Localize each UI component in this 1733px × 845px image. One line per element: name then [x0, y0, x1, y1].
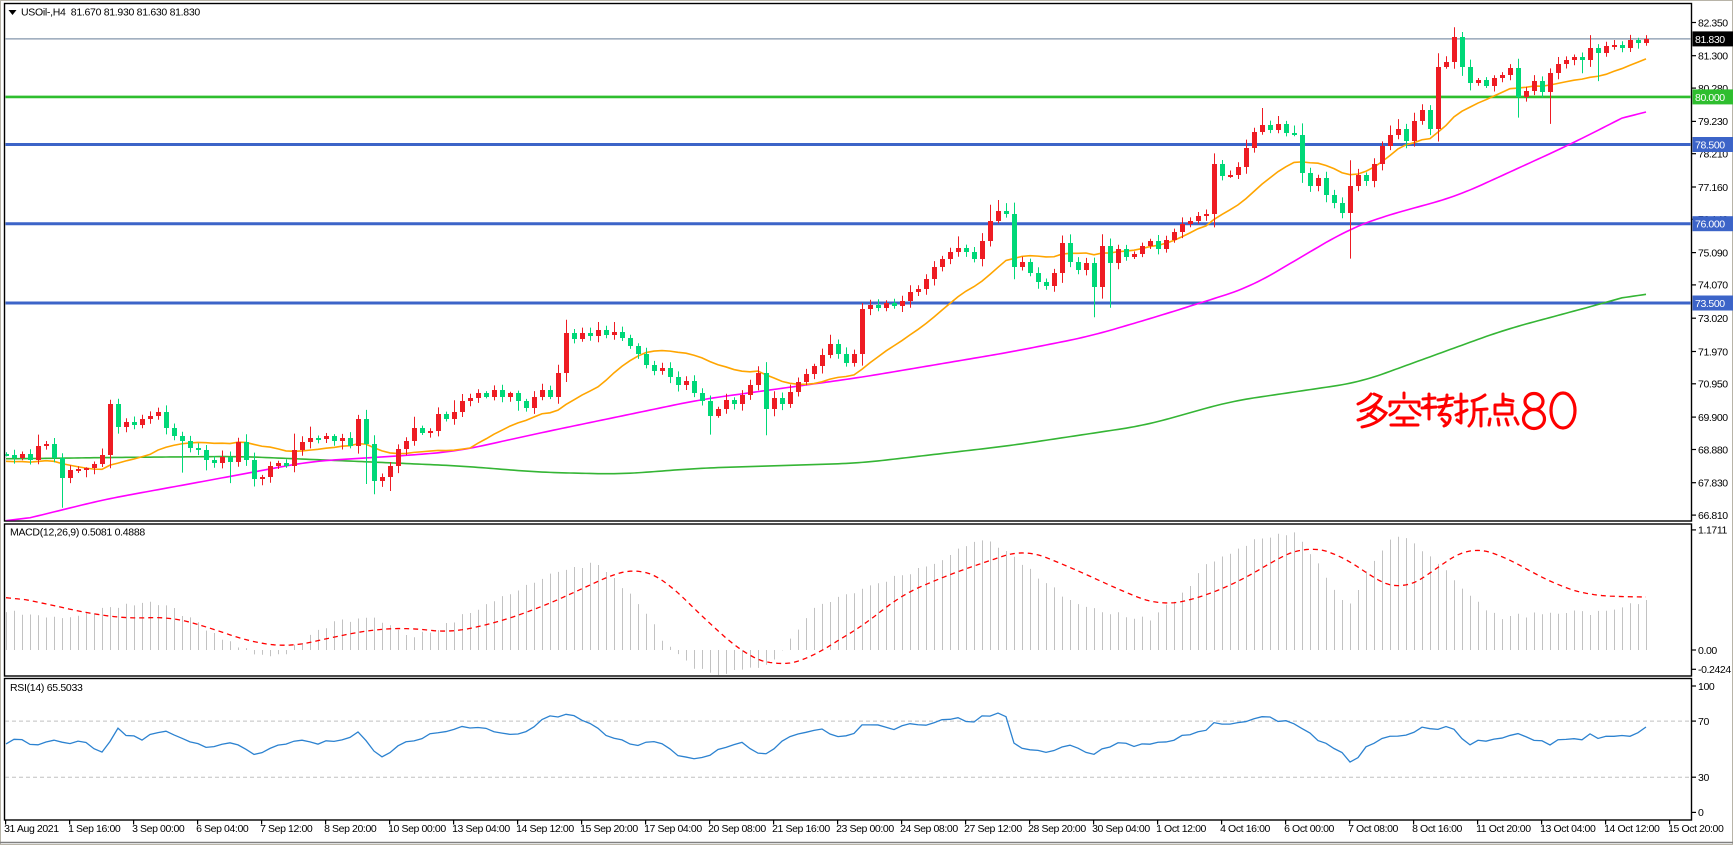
svg-text:80.000: 80.000 [1695, 92, 1725, 104]
svg-text:30 Sep 04:00: 30 Sep 04:00 [1092, 823, 1150, 835]
svg-text:MACD(12,26,9) 0.5081 0.4888: MACD(12,26,9) 0.5081 0.4888 [10, 527, 145, 539]
svg-text:67.830: 67.830 [1698, 478, 1728, 490]
svg-text:79.230: 79.230 [1698, 116, 1728, 128]
svg-text:17 Sep 04:00: 17 Sep 04:00 [644, 823, 702, 835]
svg-text:13 Sep 04:00: 13 Sep 04:00 [452, 823, 510, 835]
svg-text:30: 30 [1698, 772, 1709, 784]
svg-text:74.070: 74.070 [1698, 280, 1728, 292]
svg-text:1 Oct 12:00: 1 Oct 12:00 [1156, 823, 1206, 835]
svg-text:13 Oct 04:00: 13 Oct 04:00 [1540, 823, 1596, 835]
svg-text:68.880: 68.880 [1698, 444, 1728, 456]
svg-text:11 Oct 20:00: 11 Oct 20:00 [1476, 823, 1531, 835]
svg-text:20 Sep 08:00: 20 Sep 08:00 [708, 823, 766, 835]
svg-text:23 Sep 00:00: 23 Sep 00:00 [836, 823, 894, 835]
svg-text:1 Sep 16:00: 1 Sep 16:00 [68, 823, 121, 835]
svg-text:77.160: 77.160 [1698, 182, 1728, 194]
svg-text:15 Sep 20:00: 15 Sep 20:00 [580, 823, 638, 835]
svg-text:73.020: 73.020 [1698, 313, 1728, 325]
svg-text:81.830: 81.830 [1695, 34, 1725, 46]
svg-text:69.900: 69.900 [1698, 412, 1728, 424]
svg-text:31 Aug 2021: 31 Aug 2021 [4, 823, 59, 835]
svg-text:100: 100 [1698, 681, 1715, 693]
svg-text:73.500: 73.500 [1695, 298, 1725, 310]
svg-text:8 Oct 16:00: 8 Oct 16:00 [1412, 823, 1462, 835]
svg-text:78.500: 78.500 [1695, 139, 1725, 151]
svg-text:76.000: 76.000 [1695, 219, 1725, 231]
svg-text:4 Oct 16:00: 4 Oct 16:00 [1220, 823, 1270, 835]
svg-text:10 Sep 00:00: 10 Sep 00:00 [388, 823, 446, 835]
svg-text:14 Sep 12:00: 14 Sep 12:00 [516, 823, 574, 835]
svg-text:82.350: 82.350 [1698, 17, 1728, 29]
svg-text:RSI(14) 65.5033: RSI(14) 65.5033 [10, 682, 83, 694]
svg-text:27 Sep 12:00: 27 Sep 12:00 [964, 823, 1022, 835]
svg-text:7 Sep 12:00: 7 Sep 12:00 [260, 823, 313, 835]
svg-text:6 Oct 00:00: 6 Oct 00:00 [1284, 823, 1334, 835]
svg-text:0: 0 [1698, 807, 1704, 819]
svg-text:81.300: 81.300 [1698, 51, 1728, 63]
svg-text:28 Sep 20:00: 28 Sep 20:00 [1028, 823, 1086, 835]
svg-text:3 Sep 00:00: 3 Sep 00:00 [132, 823, 185, 835]
svg-text:14 Oct 12:00: 14 Oct 12:00 [1604, 823, 1660, 835]
svg-text:15 Oct 20:00: 15 Oct 20:00 [1668, 823, 1724, 835]
svg-text:1.1711: 1.1711 [1698, 525, 1727, 537]
svg-text:66.810: 66.810 [1698, 510, 1728, 522]
svg-text:70.950: 70.950 [1698, 379, 1728, 391]
svg-text:6 Sep 04:00: 6 Sep 04:00 [196, 823, 249, 835]
svg-text:8 Sep 20:00: 8 Sep 20:00 [324, 823, 377, 835]
svg-text:70: 70 [1698, 716, 1709, 728]
svg-text:24 Sep 08:00: 24 Sep 08:00 [900, 823, 958, 835]
svg-text:71.970: 71.970 [1698, 346, 1728, 358]
svg-text:7 Oct 08:00: 7 Oct 08:00 [1348, 823, 1398, 835]
svg-text:USOil-,H4 81.670 81.930 81.63: USOil-,H4 81.670 81.930 81.630 81.830 [21, 7, 200, 19]
svg-text:-0.2424: -0.2424 [1698, 664, 1731, 676]
svg-text:75.090: 75.090 [1698, 247, 1728, 259]
svg-text:0.00: 0.00 [1698, 645, 1717, 657]
svg-text:21 Sep 16:00: 21 Sep 16:00 [772, 823, 830, 835]
